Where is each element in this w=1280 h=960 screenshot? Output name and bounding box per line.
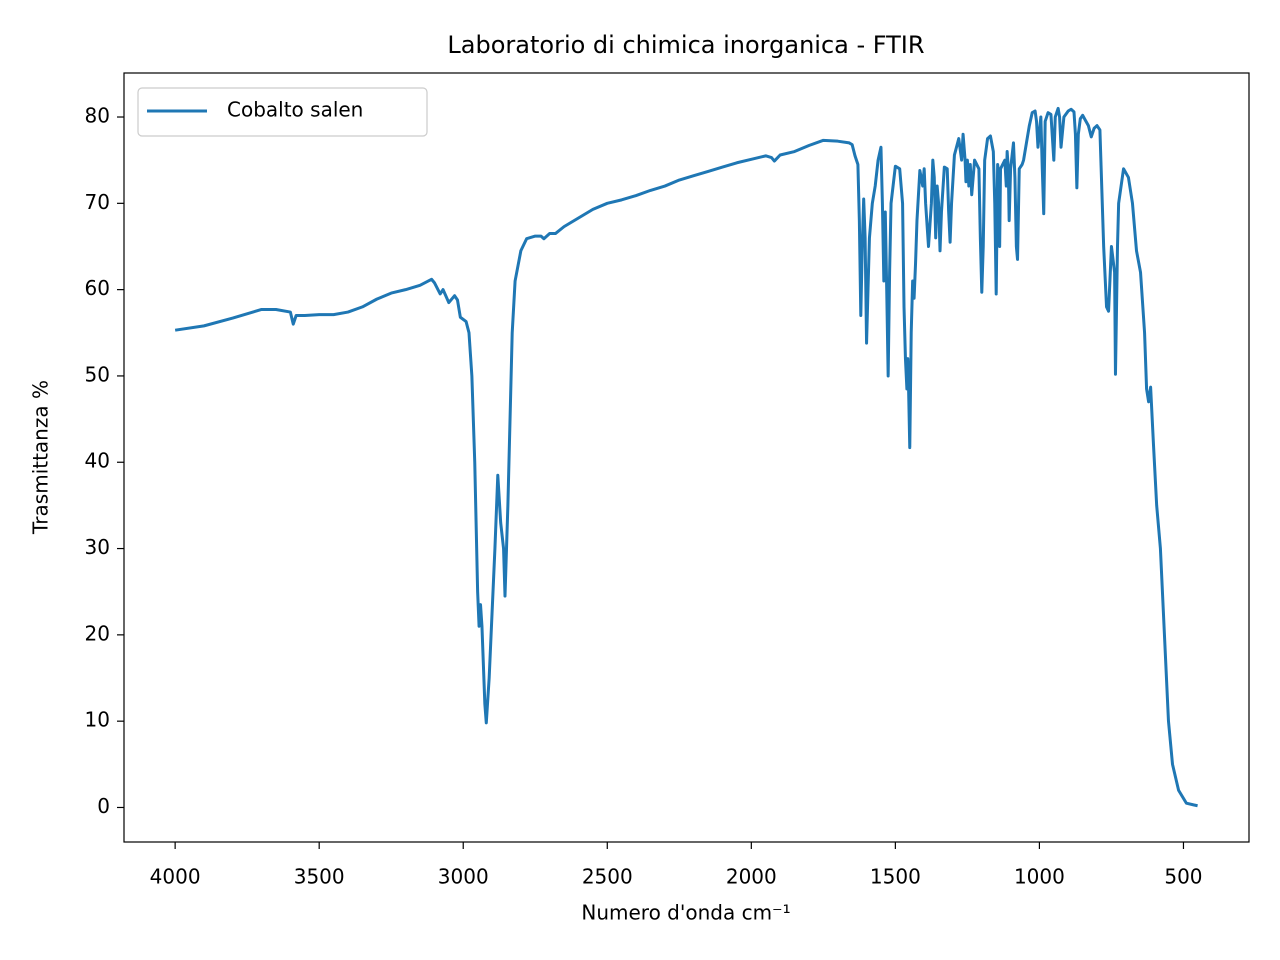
legend-label: Cobalto salen — [227, 98, 363, 122]
x-tick-label: 2000 — [726, 865, 777, 889]
y-tick-label: 30 — [85, 535, 110, 559]
chart-title: Laboratorio di chimica inorganica - FTIR — [447, 31, 924, 59]
y-tick-label: 70 — [85, 190, 110, 214]
spectrum-line — [174, 106, 1198, 808]
x-tick-label: 4000 — [150, 865, 201, 889]
x-tick-label: 500 — [1164, 865, 1202, 889]
x-tick-label: 1000 — [1014, 865, 1065, 889]
legend-box — [137, 87, 428, 137]
x-tick-label: 3000 — [438, 865, 489, 889]
x-tick-label: 1500 — [870, 865, 921, 889]
plot-frame — [123, 72, 1250, 843]
x-axis-label: Numero d'onda cm⁻¹ — [581, 901, 790, 925]
y-axis-label: Trasmittanza % — [29, 380, 53, 535]
x-tick-label: 3500 — [294, 865, 345, 889]
y-tick-label: 60 — [85, 276, 110, 300]
y-tick-label: 10 — [85, 708, 110, 732]
y-tick-label: 80 — [85, 104, 110, 128]
y-tick-label: 50 — [85, 362, 110, 386]
y-tick-label: 40 — [85, 449, 110, 473]
x-tick-label: 2500 — [582, 865, 633, 889]
y-tick-label: 0 — [97, 794, 110, 818]
y-tick-label: 20 — [85, 621, 110, 645]
